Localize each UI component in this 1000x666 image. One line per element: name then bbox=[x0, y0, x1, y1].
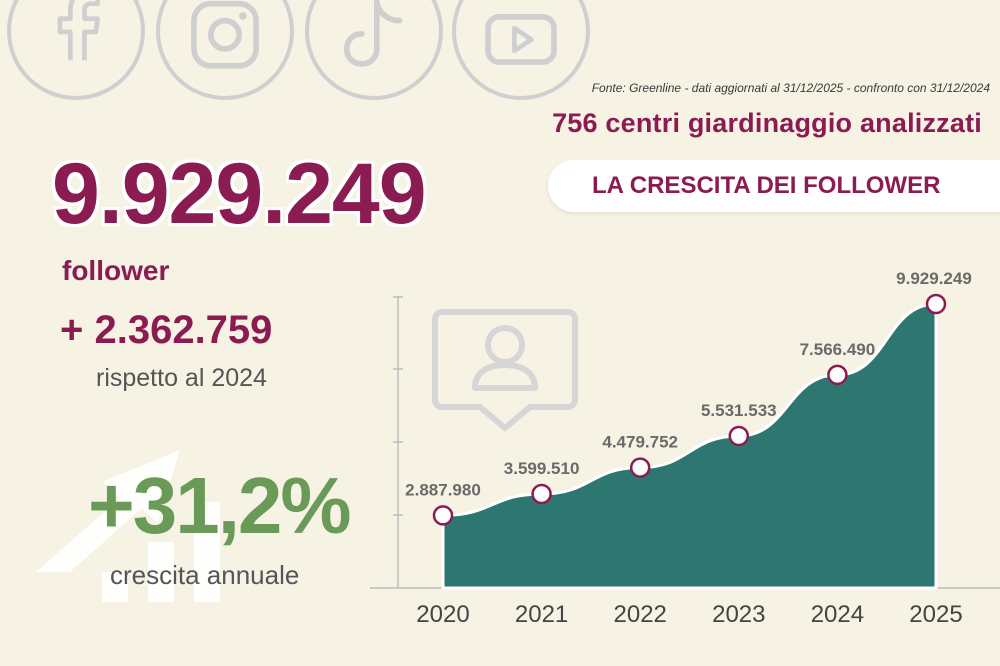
increase-value: + 2.362.759 bbox=[60, 308, 273, 352]
data-label: 5.531.533 bbox=[701, 401, 777, 420]
user-profile-icon bbox=[432, 309, 578, 432]
subtitle: 756 centri giardinaggio analizzati bbox=[552, 108, 982, 138]
data-label: 7.566.490 bbox=[800, 340, 876, 359]
section-title-pill: LA CRESCITA DEI FOLLOWER bbox=[548, 160, 1000, 212]
growth-percentage: +31,2% bbox=[88, 461, 352, 550]
data-point bbox=[827, 364, 848, 386]
total-followers: 9.929.249 bbox=[52, 146, 427, 242]
data-point bbox=[925, 293, 947, 315]
total-followers-label: follower bbox=[62, 255, 170, 286]
x-tick-label: 2022 bbox=[614, 601, 667, 628]
source-note: Fonte: Greenline - dati aggiornati al 31… bbox=[591, 81, 990, 95]
y-axis bbox=[393, 296, 403, 588]
data-point bbox=[531, 483, 552, 505]
x-tick-label: 2023 bbox=[712, 601, 765, 628]
x-tick-label: 2020 bbox=[416, 601, 469, 628]
x-tick-label: 2025 bbox=[909, 601, 962, 628]
x-tick-label: 2024 bbox=[811, 601, 864, 628]
data-label: 4.479.752 bbox=[602, 433, 678, 452]
data-label: 3.599.510 bbox=[504, 459, 580, 478]
section-title: LA CRESCITA DEI FOLLOWER bbox=[592, 172, 941, 199]
data-point bbox=[629, 457, 651, 478]
growth-caption: crescita annuale bbox=[110, 560, 300, 590]
growth-arrow-icon bbox=[36, 450, 220, 602]
data-label: 2.887.980 bbox=[405, 480, 481, 499]
data-label: 9.929.249 bbox=[896, 269, 972, 288]
data-point bbox=[432, 505, 454, 526]
x-tick-label: 2021 bbox=[515, 601, 568, 628]
increase-caption: rispetto al 2024 bbox=[96, 364, 267, 392]
data-point bbox=[728, 425, 750, 447]
